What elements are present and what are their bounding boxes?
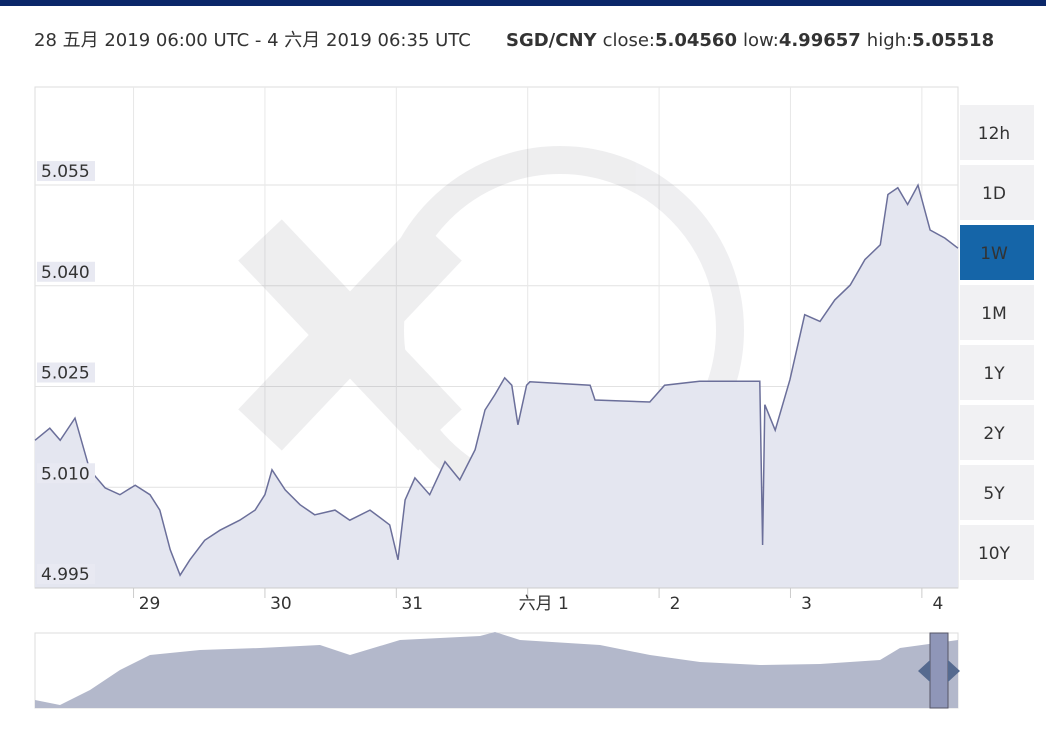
x-tick-label: 4: [932, 594, 943, 614]
line: [34, 183, 959, 577]
range-button[interactable]: [960, 225, 1034, 280]
date-range: 28 五月 2019 06:00 UTC - 4 六月 2019 06:35 U…: [34, 30, 471, 51]
range-button-label[interactable]: 1M: [981, 304, 1006, 324]
range-buttons: 12h 1D 1W 1M 1Y 2Y 5Y 10Y: [960, 105, 1034, 580]
x-tick-label: 六月 1: [519, 594, 569, 614]
x-tick-label: 29: [139, 594, 161, 614]
range-button-label[interactable]: 1D: [982, 184, 1006, 204]
range-button-label[interactable]: 2Y: [983, 424, 1005, 444]
close-label: close:: [603, 30, 655, 51]
top-bar: [0, 0, 1046, 6]
x-tick-label: 2: [670, 594, 681, 614]
range-button-label[interactable]: 1W: [980, 244, 1008, 264]
close: 5.04560: [655, 30, 737, 51]
y-tick-label: 5.010: [41, 464, 90, 484]
high-label: high:: [867, 30, 912, 51]
y-tick-bg: [37, 564, 95, 584]
y-tick-label: 5.040: [41, 263, 90, 283]
range-button[interactable]: [960, 345, 1034, 400]
pair: SGD/CNY: [506, 30, 598, 51]
x-tick-label: 30: [270, 594, 292, 614]
y-tick-label: 5.025: [41, 364, 90, 384]
x-tick-label: 3: [801, 594, 812, 614]
range-button[interactable]: [960, 405, 1034, 460]
range-button[interactable]: [960, 525, 1034, 580]
range-button[interactable]: [960, 465, 1034, 520]
range-button-label[interactable]: 5Y: [983, 484, 1005, 504]
navigator-arrows[interactable]: [918, 660, 960, 682]
range-button[interactable]: [960, 285, 1034, 340]
y-tick-label: 5.055: [41, 162, 90, 182]
range-button[interactable]: [960, 105, 1034, 160]
x-tick-label: 31: [401, 594, 423, 614]
low-label: low:: [743, 30, 779, 51]
y-tick-bg: [37, 161, 95, 182]
summary: SGD/CNY close:5.04560 low:4.99657 high:5.05…: [506, 30, 994, 51]
range-button-label[interactable]: 10Y: [978, 544, 1011, 564]
y-tick-bg: [37, 261, 95, 282]
area: [35, 185, 958, 588]
plot: [34, 183, 959, 588]
low: 4.99657: [779, 30, 861, 51]
navigator-area: [35, 632, 958, 708]
y-tick-bg: [37, 463, 95, 484]
high: 5.05518: [912, 30, 994, 51]
range-button-label[interactable]: 1Y: [983, 364, 1005, 384]
navigator-handle[interactable]: [929, 632, 949, 709]
y-tick-bg: [37, 362, 95, 383]
y-tick-label: 4.995: [41, 565, 90, 585]
range-button[interactable]: [960, 165, 1034, 220]
range-button-label[interactable]: 12h: [978, 124, 1010, 144]
